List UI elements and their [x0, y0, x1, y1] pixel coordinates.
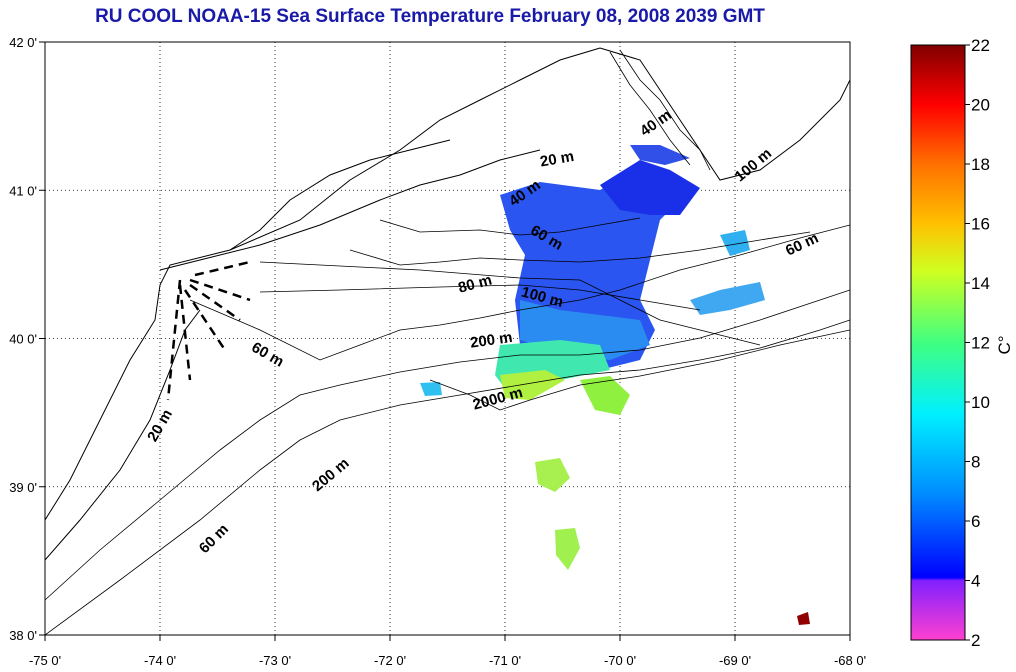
colorbar-tick-label: 8: [971, 453, 980, 472]
shipping-lanes: [166, 260, 251, 401]
map-axes: -75 0' -74 0' -73 0' -72 0' -71 0' -70 0' -69 …: [9, 35, 866, 668]
colorbar-tick-label: 22: [971, 36, 990, 55]
lat-tick-label: 42 0': [9, 35, 37, 50]
lon-tick-label: -75 0': [29, 653, 61, 668]
colorbar-tick-label: 20: [971, 96, 990, 115]
lat-tick-label: 40 0': [9, 332, 37, 347]
sst-patch-warm-3: [580, 376, 630, 415]
sst-patch-cold-3: [630, 145, 690, 165]
colorbar-tick-label: 2: [971, 631, 980, 650]
colorbar-unit-label: C°: [995, 335, 1014, 354]
lat-tick-label: 38 0': [9, 628, 37, 643]
map-title: RU COOL NOAA-15 Sea Surface Temperature …: [95, 6, 765, 27]
sst-patch-east-2: [720, 230, 750, 256]
sst-patch-west: [420, 382, 442, 396]
colorbar-ticks: 2 4 6 8 10 12 14 16 18 20 22: [965, 36, 990, 650]
contour-label-20m-north: 20 m: [539, 148, 576, 171]
lon-tick-label: -71 0': [489, 653, 521, 668]
sst-patch-south: [535, 458, 570, 492]
lat-tick-label: 41 0': [9, 183, 37, 198]
sst-patch-warm-2: [500, 370, 565, 400]
sst-patch-hot: [797, 612, 810, 625]
lon-tick-label: -68 0': [834, 653, 866, 668]
lon-tick-label: -70 0': [604, 653, 636, 668]
lon-tick-label: -74 0': [144, 653, 176, 668]
colorbar: 2 4 6 8 10 12 14 16 18 20 22 C°: [910, 36, 1014, 650]
colorbar-tick-label: 6: [971, 512, 980, 531]
sst-data: [420, 145, 810, 625]
colorbar-tick-label: 10: [971, 393, 990, 412]
colorbar-tick-label: 4: [971, 572, 980, 591]
bathymetry-contours: [45, 49, 850, 635]
colorbar-tick-label: 18: [971, 155, 990, 174]
lon-tick-label: -72 0': [374, 653, 406, 668]
coastline: [45, 47, 850, 561]
lon-tick-label: -69 0': [719, 653, 751, 668]
sst-patch-south-2: [555, 528, 580, 570]
sst-patch-cold-2: [600, 160, 700, 215]
colorbar-tick-label: 12: [971, 334, 990, 353]
lon-tick-label: -73 0': [259, 653, 291, 668]
lat-tick-label: 39 0': [9, 480, 37, 495]
colorbar-tick-label: 14: [971, 274, 990, 293]
colorbar-gradient: [910, 44, 966, 641]
sst-patch-east: [690, 282, 765, 315]
contour-label-200m-mid: 200 m: [469, 329, 513, 352]
colorbar-tick-label: 16: [971, 215, 990, 234]
